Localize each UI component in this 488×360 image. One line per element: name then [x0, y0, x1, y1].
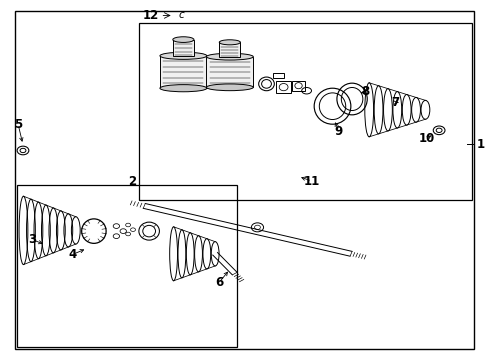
Bar [219, 42, 240, 57]
Text: 12: 12 [142, 9, 159, 22]
Bar [206, 57, 253, 87]
Bar [276, 81, 290, 93]
Bar [139, 23, 471, 200]
Text: 6: 6 [215, 276, 223, 289]
Bar [17, 185, 237, 347]
Ellipse shape [206, 84, 253, 91]
Text: 2: 2 [128, 175, 136, 188]
Text: 10: 10 [417, 132, 434, 145]
Ellipse shape [160, 85, 206, 92]
Text: 3: 3 [28, 233, 36, 246]
Text: 7: 7 [390, 96, 398, 109]
Ellipse shape [206, 53, 253, 60]
Text: 8: 8 [361, 85, 369, 98]
Ellipse shape [160, 52, 206, 59]
Text: 4: 4 [68, 248, 76, 261]
Bar [160, 56, 206, 88]
Text: c: c [178, 10, 184, 21]
Text: 9: 9 [334, 125, 342, 138]
Bar [172, 40, 194, 56]
Text: 1: 1 [475, 138, 484, 150]
Ellipse shape [219, 40, 240, 45]
Ellipse shape [172, 37, 194, 42]
Bar [272, 73, 283, 78]
Text: 11: 11 [303, 175, 320, 188]
Bar [292, 81, 304, 91]
Text: 5: 5 [14, 118, 22, 131]
